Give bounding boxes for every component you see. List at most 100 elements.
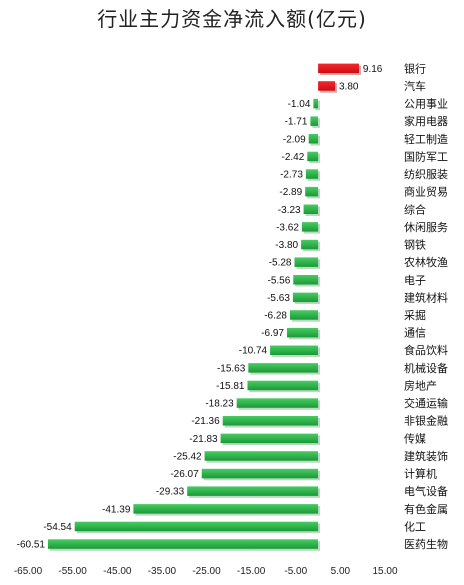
bar-negative <box>220 433 318 444</box>
x-axis: -65.00 -55.00 -45.00 -35.00 -25.00 -15.00 -5.0… <box>14 566 398 577</box>
bar-group: -5.28 农林牧渔 <box>269 255 448 269</box>
category-label: 电子 <box>404 274 426 287</box>
bar-positive <box>318 63 359 74</box>
x-tick-label: -45.00 <box>103 566 132 577</box>
bar-positive <box>318 81 336 91</box>
bar-group: -3.80 钢铁 <box>275 239 426 252</box>
value-label: -26.07 <box>170 469 199 480</box>
category-label: 电气设备 <box>404 484 448 498</box>
value-label: -1.04 <box>288 99 311 110</box>
bar-group: -3.62 休闲服务 <box>276 220 448 234</box>
bar-negative <box>248 363 318 373</box>
bar-negative <box>305 169 319 179</box>
x-tick-label: -5.00 <box>284 566 307 577</box>
bar-negative <box>133 504 319 514</box>
bar-negative <box>303 204 318 214</box>
bar-group: 3.80 汽车 <box>318 79 426 93</box>
value-label: -41.39 <box>102 504 131 515</box>
category-label: 通信 <box>404 327 426 340</box>
category-label: 银行 <box>404 61 426 75</box>
bar-group: -29.33 电气设备 <box>156 484 448 498</box>
bar-negative <box>187 486 319 496</box>
bar-group: -21.83 传媒 <box>189 432 426 445</box>
bar-group: -6.97 通信 <box>261 327 426 340</box>
category-label: 汽车 <box>404 79 426 93</box>
bar-group: -25.42 建筑装饰 <box>173 449 448 463</box>
bar-group: -1.71 家用电器 <box>285 114 448 128</box>
bar-group: -2.09 轻工制造 <box>283 132 448 146</box>
category-label: 计算机 <box>404 467 437 481</box>
value-label: -18.23 <box>205 399 234 410</box>
category-label: 食品饮料 <box>404 343 448 357</box>
bar-group: -3.23 综合 <box>278 202 426 216</box>
category-label: 家用电器 <box>404 114 448 128</box>
category-label: 轻工制造 <box>404 132 448 146</box>
category-label: 交通运输 <box>404 396 448 410</box>
bar-group: -6.28 采掘 <box>264 308 426 322</box>
bar-negative <box>310 116 318 126</box>
category-label: 钢铁 <box>404 239 426 252</box>
x-tick-label: -15.00 <box>237 566 266 577</box>
category-label: 非银金融 <box>404 414 448 428</box>
value-label: -2.42 <box>282 152 305 163</box>
bar-group: -15.63 机械设备 <box>217 361 448 375</box>
x-tick-label: -35.00 <box>148 566 177 577</box>
category-label: 综合 <box>404 202 426 216</box>
bar-group: -1.04 公用事业 <box>288 98 448 111</box>
category-label: 纺织服装 <box>404 167 448 181</box>
category-label: 医药生物 <box>404 537 448 551</box>
value-label: -21.36 <box>191 416 220 427</box>
category-label: 农林牧渔 <box>404 255 448 269</box>
bar-group: -41.39 有色金属 <box>102 502 448 516</box>
bar-group: -26.07 计算机 <box>170 467 437 481</box>
value-label: 9.16 <box>363 64 383 75</box>
bar-group: -60.51 医药生物 <box>17 537 448 551</box>
value-label: -6.97 <box>261 328 284 339</box>
bar-group: -10.74 食品饮料 <box>239 343 448 357</box>
value-label: -3.62 <box>276 222 299 233</box>
bar-negative <box>305 186 319 197</box>
value-label: -60.51 <box>17 540 46 551</box>
x-tick-label: -65.00 <box>14 566 43 577</box>
value-label: -10.74 <box>239 346 268 357</box>
category-label: 商业贸易 <box>404 185 448 199</box>
x-tick-label: 15.00 <box>372 566 397 577</box>
chart-title: 行业主力资金净流入额(亿元) <box>97 7 367 31</box>
value-label: -5.28 <box>269 258 292 269</box>
bar-negative <box>236 398 319 408</box>
bar-group: -54.54 化工 <box>43 519 426 533</box>
value-label: -2.89 <box>279 187 302 198</box>
x-tick-label: -25.00 <box>192 566 221 577</box>
bar-negative <box>313 98 318 109</box>
bar-negative <box>270 345 318 355</box>
category-label: 房地产 <box>404 379 437 393</box>
bar-group: -2.89 商业贸易 <box>279 185 448 199</box>
bar-negative <box>48 539 318 549</box>
bar-negative <box>301 239 319 250</box>
value-label: -6.28 <box>264 311 287 322</box>
value-label: -15.63 <box>217 363 246 374</box>
bar-group: -15.81 房地产 <box>216 379 437 393</box>
bar-negative <box>222 416 318 426</box>
category-label: 有色金属 <box>404 502 448 516</box>
value-label: -5.63 <box>267 293 290 304</box>
bar-negative <box>74 521 319 532</box>
value-label: -2.73 <box>280 170 303 181</box>
value-label: -21.83 <box>189 434 218 445</box>
category-label: 建筑装饰 <box>404 449 448 463</box>
category-label: 建筑材料 <box>404 290 448 304</box>
category-label: 公用事业 <box>404 98 448 111</box>
category-label: 机械设备 <box>404 361 448 375</box>
bar-group: -5.56 电子 <box>268 274 426 287</box>
bar-group: -21.36 非银金融 <box>191 414 448 428</box>
bar-group: -2.42 国防军工 <box>282 149 448 163</box>
bar-negative <box>307 151 319 162</box>
category-label: 采掘 <box>404 308 426 322</box>
bar-negative <box>308 134 318 144</box>
value-label: -3.80 <box>275 240 298 251</box>
value-label: 3.80 <box>339 81 359 92</box>
x-tick-label: 5.00 <box>331 566 351 577</box>
category-label: 国防军工 <box>404 149 448 163</box>
value-label: -2.09 <box>283 134 306 145</box>
